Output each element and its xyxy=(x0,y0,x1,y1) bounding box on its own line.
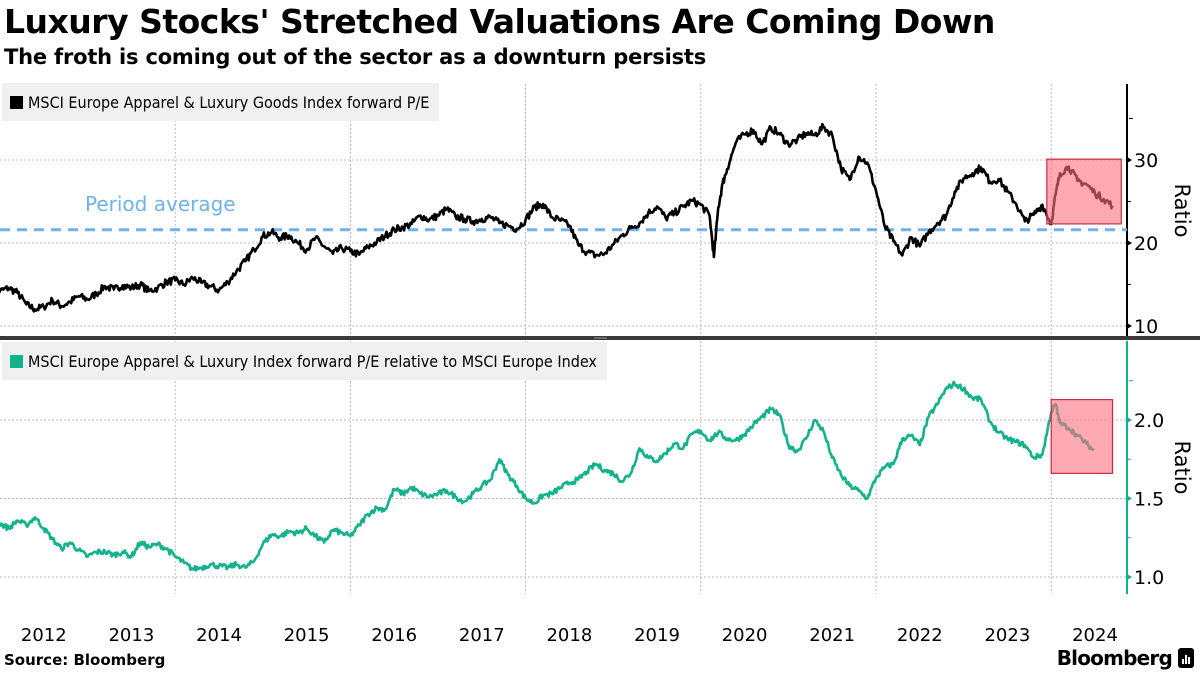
y-axis-label: Ratio xyxy=(1170,184,1194,238)
x-tick-label: 2018 xyxy=(546,625,592,646)
y-tick-marker xyxy=(1127,157,1132,163)
y-tick-label: 1.0 xyxy=(1134,567,1164,589)
top-panel: 10 20 30 Ratio Period average xyxy=(0,84,1200,340)
x-tick-label: 2015 xyxy=(284,625,330,646)
x-tick-label: 2024 xyxy=(1072,625,1118,646)
x-tick-label: 2021 xyxy=(809,625,855,646)
legend-label-top: MSCI Europe Apparel & Luxury Goods Index… xyxy=(28,92,430,112)
y-axis-label: Ratio xyxy=(1170,441,1194,495)
y-tick-marker xyxy=(1127,323,1132,329)
legend-bottom: MSCI Europe Apparel & Luxury Index forwa… xyxy=(2,342,607,380)
legend-label-bottom: MSCI Europe Apparel & Luxury Index forwa… xyxy=(28,351,597,371)
x-tick-label: 2022 xyxy=(897,625,943,646)
highlight-box-bottom xyxy=(1050,398,1114,474)
x-tick-label: 2014 xyxy=(196,625,242,646)
y-tick-marker xyxy=(1127,417,1132,423)
y-tick-label: 10 xyxy=(1134,316,1158,338)
chart-title: Luxury Stocks' Stretched Valuations Are … xyxy=(4,2,995,41)
source-note: Source: Bloomberg xyxy=(4,651,166,669)
x-tick-label: 2017 xyxy=(459,625,505,646)
x-tick-label: 2019 xyxy=(634,625,680,646)
chart-subtitle: The froth is coming out of the sector as… xyxy=(4,45,707,69)
x-tick-label: 2016 xyxy=(371,625,417,646)
legend-swatch-green xyxy=(10,354,23,368)
x-tick-label: 2012 xyxy=(21,625,67,646)
bloomberg-brand: Bloomberg xyxy=(1057,646,1194,670)
brand-text: Bloomberg xyxy=(1056,646,1173,670)
series-line-pe xyxy=(0,122,1114,313)
y-tick-label: 2.0 xyxy=(1134,410,1164,432)
period-average-label: Period average xyxy=(85,192,236,216)
y-tick-label: 1.5 xyxy=(1134,489,1164,511)
series-line-relative-pe xyxy=(0,380,1095,572)
legend-top: MSCI Europe Apparel & Luxury Goods Index… xyxy=(2,83,440,121)
legend-swatch-black xyxy=(10,95,23,109)
y-tick-marker xyxy=(1127,495,1132,502)
y-tick-marker xyxy=(1127,240,1132,246)
y-tick-marker xyxy=(1127,574,1132,580)
x-tick-label: 2020 xyxy=(722,625,768,646)
bottom-panel: 1.0 1.5 2.0 Ratio xyxy=(0,341,1194,594)
x-tick-label: 2023 xyxy=(984,625,1030,646)
y-tick-label: 20 xyxy=(1134,233,1158,255)
x-axis: 2012 2013 2014 2015 2016 2017 2018 2019 2020 2021… xyxy=(21,625,1118,646)
bloomberg-logo-icon xyxy=(1178,648,1194,668)
y-tick-label: 30 xyxy=(1134,150,1158,172)
highlight-box-top xyxy=(1046,158,1122,225)
x-tick-label: 2013 xyxy=(108,625,154,646)
